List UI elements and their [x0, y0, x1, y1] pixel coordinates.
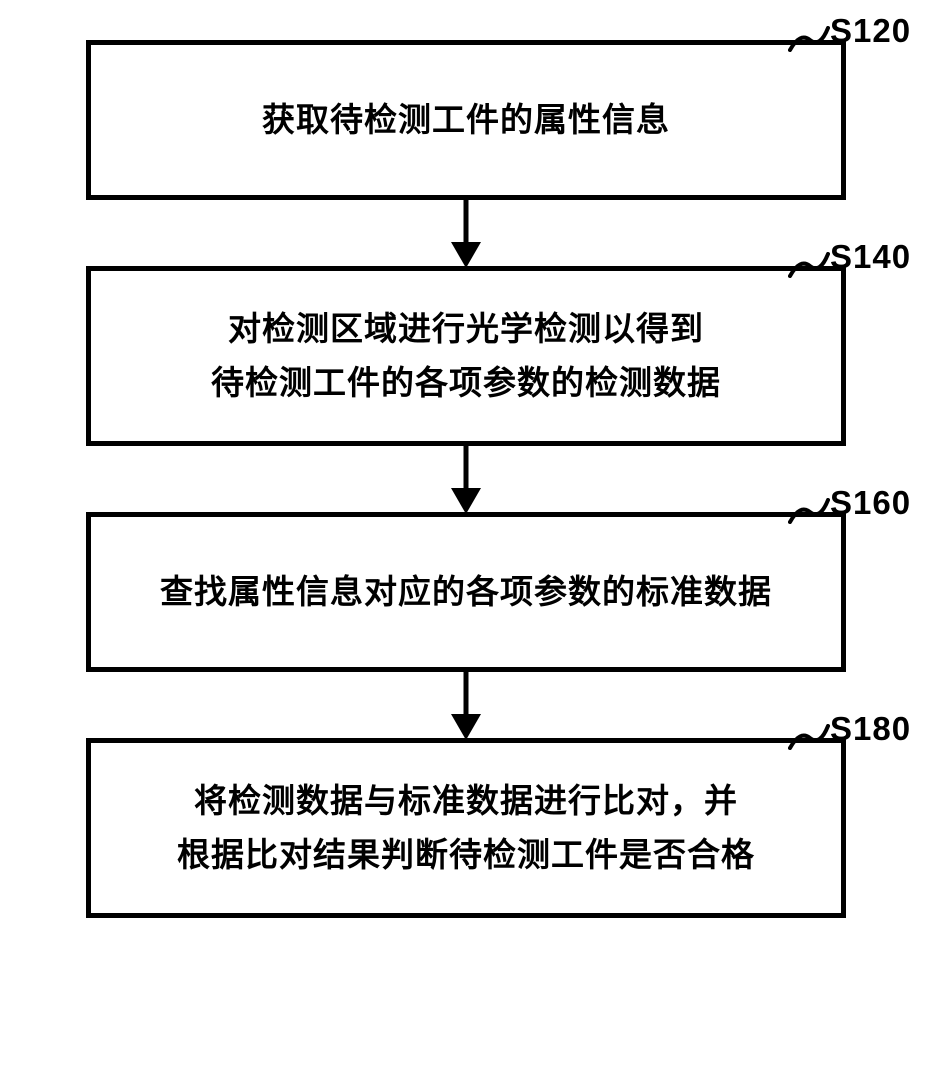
arrow-3: [446, 670, 486, 740]
step-text: 待检测工件的各项参数的检测数据: [211, 356, 721, 410]
step-box-s120: 获取待检测工件的属性信息: [86, 40, 846, 200]
step-label-s120: S120: [830, 12, 911, 50]
step-s140: S140 对检测区域进行光学检测以得到 待检测工件的各项参数的检测数据: [50, 266, 882, 446]
label-tick-s160: [788, 498, 830, 524]
step-s180: S180 将检测数据与标准数据进行比对，并 根据比对结果判断待检测工件是否合格: [50, 738, 882, 918]
arrow-2: [446, 444, 486, 514]
step-text: 查找属性信息对应的各项参数的标准数据: [160, 565, 772, 619]
label-tick-s180: [788, 724, 830, 750]
step-label-s180: S180: [830, 710, 911, 748]
step-text: 根据比对结果判断待检测工件是否合格: [177, 828, 755, 882]
arrow-1: [446, 198, 486, 268]
step-label-s140: S140: [830, 238, 911, 276]
step-s160: S160 查找属性信息对应的各项参数的标准数据: [50, 512, 882, 672]
step-s120: S120 获取待检测工件的属性信息: [50, 40, 882, 200]
step-text: 对检测区域进行光学检测以得到: [228, 302, 704, 356]
flowchart: S120 获取待检测工件的属性信息 S140 对检测区域进行光学检测以得到 待检…: [50, 40, 882, 918]
step-text: 获取待检测工件的属性信息: [262, 93, 670, 147]
step-label-s160: S160: [830, 484, 911, 522]
step-box-s160: 查找属性信息对应的各项参数的标准数据: [86, 512, 846, 672]
step-text: 将检测数据与标准数据进行比对，并: [194, 774, 738, 828]
step-box-s180: 将检测数据与标准数据进行比对，并 根据比对结果判断待检测工件是否合格: [86, 738, 846, 918]
label-tick-s140: [788, 252, 830, 278]
label-tick-s120: [788, 26, 830, 52]
step-box-s140: 对检测区域进行光学检测以得到 待检测工件的各项参数的检测数据: [86, 266, 846, 446]
